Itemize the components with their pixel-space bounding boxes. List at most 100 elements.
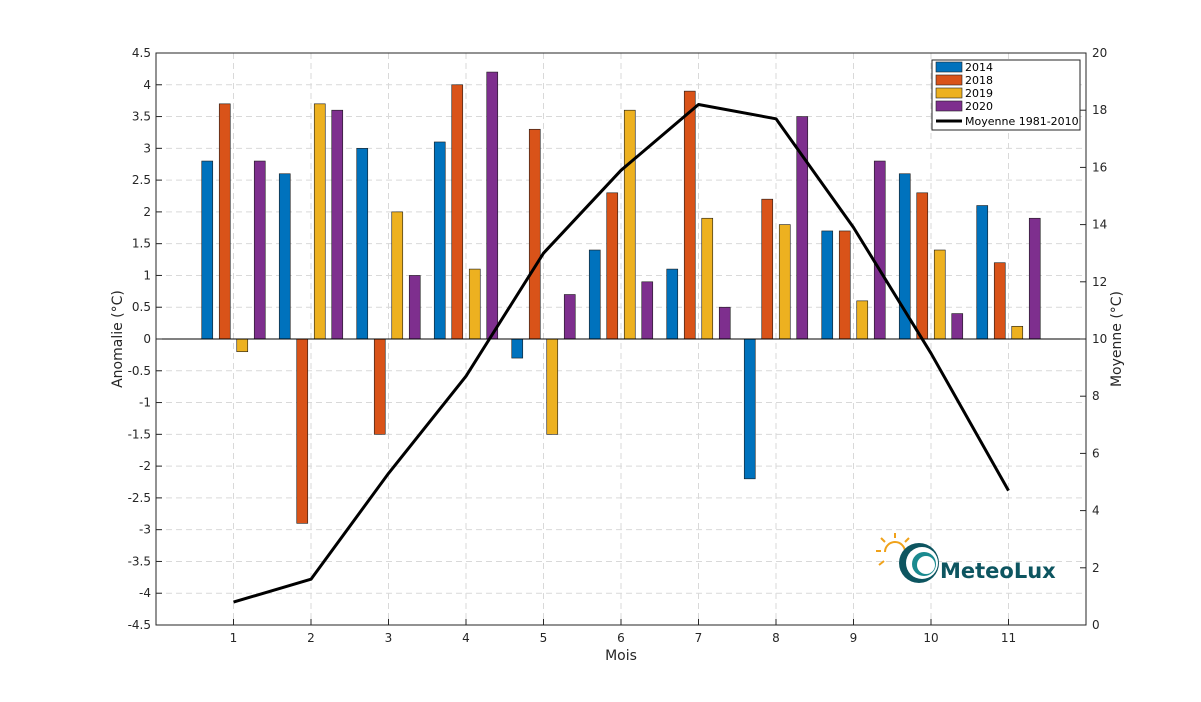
bar-2020-6 [641,281,654,340]
y2-tick-label: 4 [1092,504,1100,518]
y2-tick-label: 12 [1092,275,1107,289]
bar-2018-6 [606,192,619,340]
bar-2014-3 [356,148,369,340]
bar-2019-8 [778,224,791,340]
x-axis-label: Mois [605,648,637,664]
bars [201,71,1041,524]
y-tick-label: -3 [139,523,151,537]
y-tick-label: 3 [143,141,151,155]
bar-2014-6 [588,249,601,340]
bar-2014-11 [976,205,989,340]
legend-label-2018: 2018 [965,74,993,87]
legend-swatch-2014 [935,61,963,73]
x-axis: 1 2 3 4 5 6 7 8 9 10 11 [230,619,1016,645]
y-tick-label: 4.5 [132,46,151,60]
series-line-moyenne [233,103,1010,604]
bar-2019-4 [468,268,481,340]
y-tick-label: -0.5 [128,364,151,378]
x-tick-label: 7 [695,631,703,645]
legend-swatch-2020 [935,100,963,112]
x-tick-label: 11 [1001,631,1016,645]
bar-2018-7 [683,90,696,340]
bar-2014-4 [433,141,446,340]
legend-label-2019: 2019 [965,87,993,100]
bar-2020-7 [718,306,731,340]
x-tick-label: 3 [385,631,393,645]
bar-2020-10 [951,313,964,340]
y-tick-label: -4.5 [128,618,151,632]
bar-2014-8 [743,338,756,480]
bar-2018-10 [916,192,929,340]
x-tick-label: 1 [230,631,238,645]
x-tick-label: 6 [617,631,625,645]
y-axis-label: Anomalie (°C) [110,290,126,388]
x-tick-label: 2 [307,631,315,645]
y2-tick-label: 10 [1092,332,1107,346]
y2-tick-label: 20 [1092,46,1107,60]
y-axis-left: 4.5 4 3.5 3 2.5 2 1.5 1 0.5 0 -0.5 -1 -1.5 -2 -2.5 -3 -3… [128,46,162,632]
legend-label-2020: 2020 [965,100,993,113]
legend-label-2014: 2014 [965,61,993,74]
y-tick-label: 2.5 [132,173,151,187]
bar-2019-2 [313,103,326,340]
y-tick-label: 3.5 [132,110,151,124]
bar-2020-2 [331,109,344,340]
bar-2020-11 [1028,217,1041,340]
bar-2019-6 [623,109,636,340]
bar-2020-9 [873,160,886,340]
bar-2020-1 [253,160,266,340]
y2-tick-label: 14 [1092,218,1107,232]
bar-2019-11 [1011,325,1024,340]
bar-2019-9 [856,300,869,340]
bar-2020-4 [486,71,499,340]
bar-2019-5 [546,338,559,435]
y-tick-label: -4 [139,586,151,600]
y-tick-label: 4 [143,78,151,92]
y-tick-label: 2 [143,205,151,219]
y-tick-label: -3.5 [128,554,151,568]
bar-2014-2 [278,173,291,340]
y-tick-label: -1 [139,396,151,410]
legend-swatch-2019 [935,87,963,99]
bar-2019-7 [701,217,714,340]
legend-swatch-2018 [935,74,963,86]
y2-axis-label: Moyenne (°C) [1109,291,1125,387]
bar-2014-9 [821,230,834,340]
y2-tick-label: 18 [1092,103,1107,117]
bar-2018-8 [761,198,774,340]
bar-2018-2 [296,338,309,524]
y2-tick-label: 8 [1092,389,1100,403]
bar-2020-3 [408,275,421,340]
y-tick-label: 1 [143,268,151,282]
bar-2020-5 [563,294,576,340]
x-tick-label: 9 [850,631,858,645]
y-tick-label: -1.5 [128,427,151,441]
y2-tick-label: 0 [1092,618,1100,632]
logo-text: MeteoLux [940,559,1056,583]
legend-label-moyenne: Moyenne 1981-2010 [965,115,1079,128]
y-tick-label: 1.5 [132,237,151,251]
y2-tick-label: 6 [1092,446,1100,460]
y-tick-label: 0.5 [132,300,151,314]
bar-2018-4 [451,84,464,340]
y-tick-label: -2.5 [128,491,151,505]
bar-2019-3 [391,211,404,340]
y-tick-label: 0 [143,332,151,346]
bar-2018-9 [838,230,851,340]
meteolux-logo: MeteoLux [876,533,1056,583]
bar-2019-10 [933,249,946,340]
bar-2018-3 [373,338,386,435]
legend: 2014 2018 2019 2020 Moyenne 1981-2010 [931,59,1081,131]
bar-2018-11 [993,262,1006,340]
bar-2018-1 [218,103,231,340]
x-tick-label: 5 [540,631,548,645]
bar-2014-5 [511,338,524,359]
bar-2018-5 [528,128,541,340]
bar-2014-1 [201,160,214,340]
swirl-icon [899,543,939,583]
x-tick-label: 10 [923,631,938,645]
y2-tick-label: 2 [1092,561,1100,575]
bar-2014-7 [666,268,679,340]
